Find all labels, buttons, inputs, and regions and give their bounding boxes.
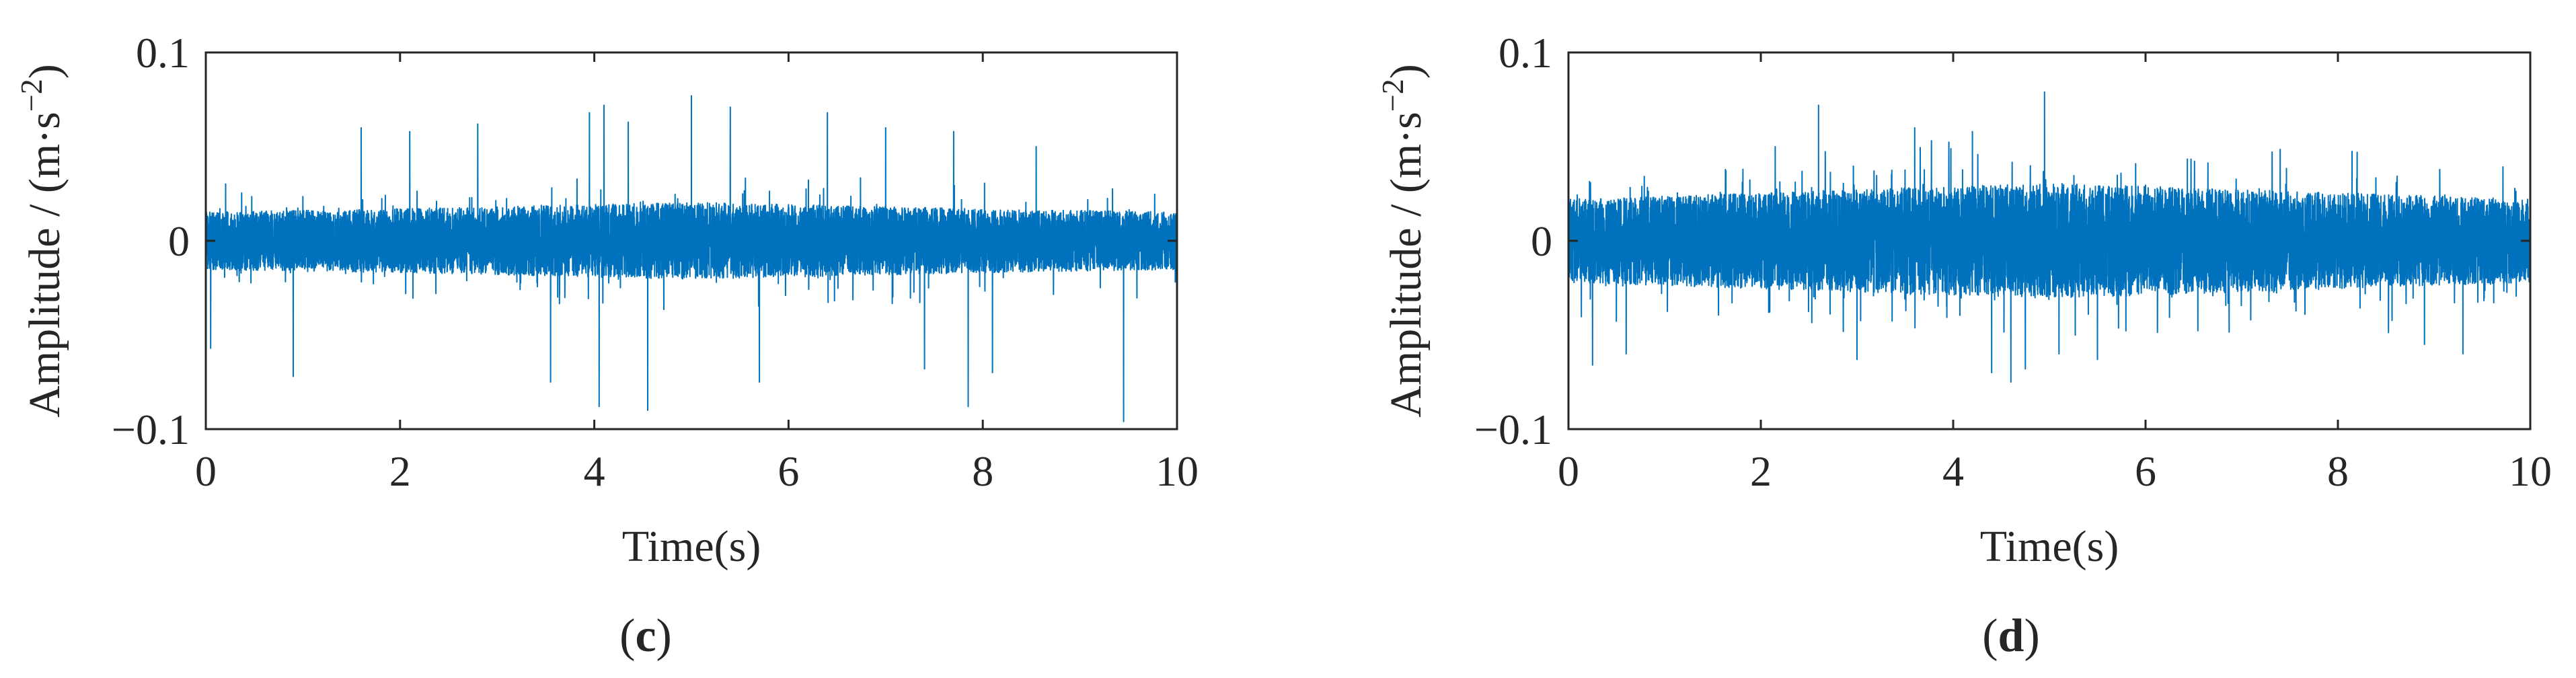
y-axis-label-close: ) bbox=[1381, 64, 1431, 79]
x-tick-label: 8 bbox=[972, 447, 993, 495]
x-axis-label: Time(s) bbox=[1980, 522, 2119, 571]
y-axis-label: Amplitude / (m·s−2) bbox=[14, 64, 69, 418]
y-tick-label: −0.1 bbox=[112, 406, 190, 453]
x-tick-label: 6 bbox=[2135, 447, 2156, 495]
y-axis-label: Amplitude / (m·s−2) bbox=[1375, 64, 1431, 418]
signal-line bbox=[206, 95, 1177, 422]
y-axis-label-superscript: −2 bbox=[1375, 79, 1410, 112]
x-tick-label: 4 bbox=[1942, 447, 1964, 495]
y-tick-label: 0 bbox=[1531, 217, 1552, 265]
y-tick-label: 0 bbox=[168, 217, 190, 265]
y-axis-label-text: Amplitude / (m·s bbox=[1381, 112, 1431, 418]
y-axis-label-superscript: −2 bbox=[14, 79, 48, 112]
panel-label: (c) bbox=[619, 610, 672, 662]
y-tick-label: −0.1 bbox=[1474, 406, 1552, 453]
x-tick-label: 2 bbox=[1750, 447, 1772, 495]
x-tick-label: 6 bbox=[778, 447, 799, 495]
y-axis-label-close: ) bbox=[20, 64, 69, 79]
x-tick-label: 2 bbox=[389, 447, 411, 495]
x-tick-label: 0 bbox=[1558, 447, 1579, 495]
x-tick-label: 0 bbox=[195, 447, 217, 495]
y-tick-label: 0.1 bbox=[1499, 29, 1552, 77]
y-axis-label-text: Amplitude / (m·s bbox=[20, 112, 69, 418]
y-tick-label: 0.1 bbox=[136, 29, 190, 77]
x-tick-label: 10 bbox=[1156, 447, 1199, 495]
panel-letter: c bbox=[635, 610, 656, 662]
x-tick-label: 10 bbox=[2509, 447, 2552, 495]
panel-label: (d) bbox=[1982, 610, 2040, 662]
panel-letter: d bbox=[1998, 610, 2024, 662]
x-tick-label: 8 bbox=[2327, 447, 2349, 495]
x-tick-label: 4 bbox=[584, 447, 605, 495]
x-axis-label: Time(s) bbox=[622, 522, 761, 571]
signal-line bbox=[1568, 91, 2530, 383]
